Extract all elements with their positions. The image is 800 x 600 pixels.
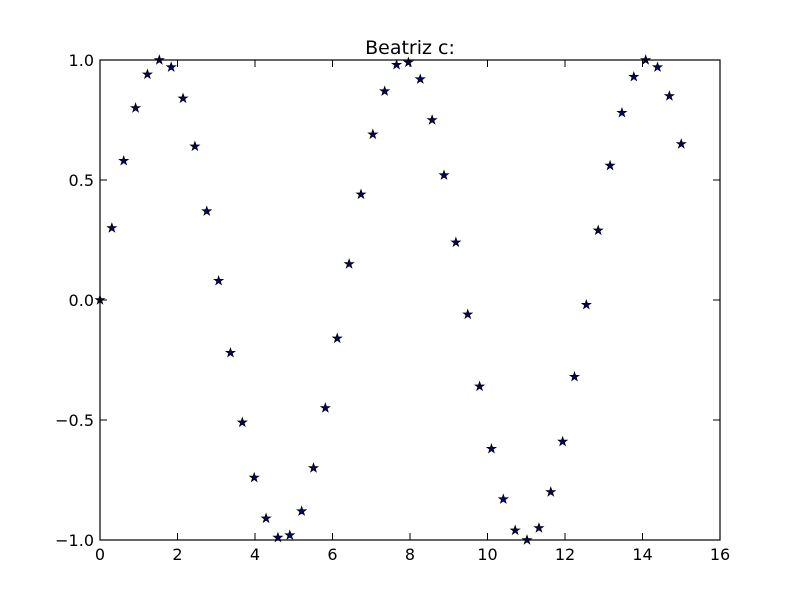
x-tick-label: 10	[477, 545, 497, 564]
y-tick-label: −1.0	[55, 531, 94, 550]
data-point	[296, 505, 308, 516]
data-point	[141, 68, 153, 80]
data-point	[557, 435, 569, 447]
data-point	[533, 522, 545, 533]
data-point	[474, 380, 486, 392]
y-tick-label: 0.0	[69, 291, 94, 310]
data-point	[402, 56, 414, 68]
chart-title: Beatriz c:	[365, 37, 455, 59]
data-point	[663, 90, 675, 101]
data-point	[675, 138, 687, 149]
data-point	[568, 370, 581, 382]
y-axis: −1.0 −0.5 0.0 0.5 1.0	[55, 51, 720, 550]
data-point	[414, 73, 426, 84]
data-point	[450, 236, 462, 248]
data-point	[201, 205, 213, 216]
data-point	[438, 169, 450, 180]
data-point	[604, 159, 616, 171]
data-point	[177, 92, 189, 104]
data-point	[367, 128, 379, 140]
data-point	[118, 154, 130, 166]
y-tick-label: −0.5	[55, 411, 94, 430]
x-tick-label: 6	[327, 545, 337, 564]
data-point	[236, 416, 248, 428]
data-point	[260, 512, 272, 524]
data-point	[497, 493, 509, 504]
data-point	[343, 258, 355, 269]
data-point	[248, 471, 260, 483]
data-point	[390, 58, 403, 70]
y-tick-label: 0.5	[69, 171, 94, 190]
data-point	[426, 114, 438, 125]
data-point	[651, 61, 664, 72]
data-point	[284, 529, 296, 540]
data-point	[106, 222, 118, 233]
data-point	[509, 524, 521, 536]
data-point	[165, 61, 177, 72]
data-point	[189, 140, 201, 152]
x-tick-label: 12	[555, 545, 575, 564]
data-point	[592, 224, 604, 236]
x-axis: 0 2 4 6 8 10 12 14 16	[95, 60, 730, 564]
data-point	[213, 274, 225, 286]
data-point	[307, 462, 320, 473]
plot-area-frame	[99, 59, 721, 541]
data-point	[224, 346, 237, 358]
x-tick-label: 16	[710, 545, 730, 564]
data-point	[485, 442, 498, 454]
data-point	[580, 298, 592, 310]
data-point	[331, 332, 343, 344]
data-point	[545, 486, 557, 497]
x-tick-label: 14	[632, 545, 652, 564]
data-point	[355, 188, 367, 200]
x-tick-label: 0	[95, 545, 105, 564]
x-tick-label: 2	[172, 545, 182, 564]
data-point	[319, 402, 331, 413]
y-tick-label: 1.0	[69, 51, 94, 70]
data-point	[628, 70, 640, 82]
data-point	[379, 85, 391, 96]
data-markers	[94, 54, 687, 545]
x-tick-label: 4	[250, 545, 260, 564]
data-point	[130, 102, 142, 113]
x-tick-label: 8	[405, 545, 415, 564]
data-point	[462, 308, 474, 320]
data-point	[616, 106, 628, 118]
